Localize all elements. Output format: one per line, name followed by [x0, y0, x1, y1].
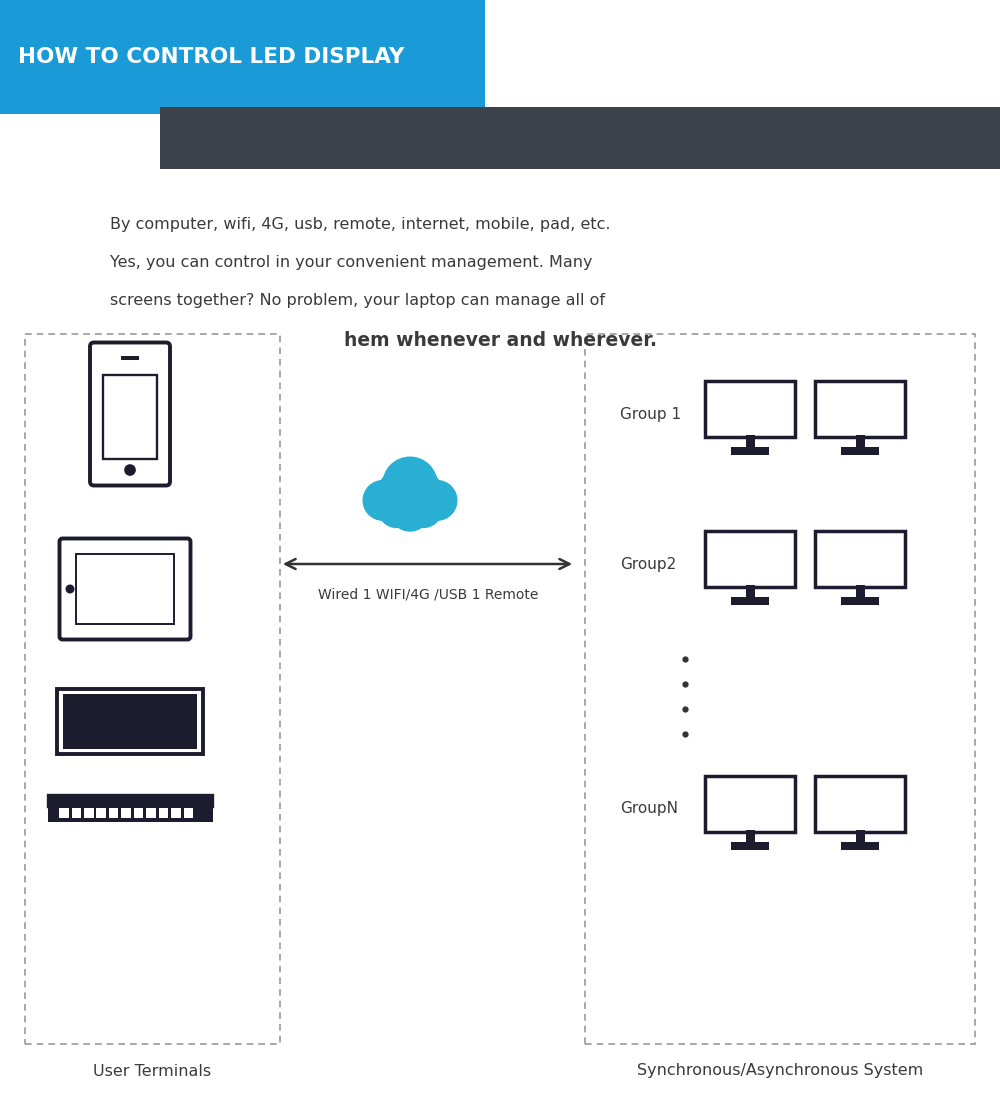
Bar — [0, 0, 485, 114]
Bar — [160, 107, 1000, 169]
Bar — [48, 807, 212, 821]
Bar — [72, 815, 81, 819]
Bar — [72, 809, 81, 812]
Bar — [63, 693, 197, 750]
Text: Wired 1 WIFI/4G /USB 1 Remote: Wired 1 WIFI/4G /USB 1 Remote — [318, 587, 538, 601]
Bar — [96, 812, 106, 815]
Bar — [731, 447, 769, 455]
Bar — [96, 809, 106, 812]
Text: Group 1: Group 1 — [620, 407, 681, 422]
Bar — [103, 375, 157, 458]
Text: By computer, wifi, 4G, usb, remote, internet, mobile, pad, etc.: By computer, wifi, 4G, usb, remote, inte… — [110, 217, 610, 232]
Text: User Terminals: User Terminals — [93, 1064, 211, 1078]
Bar — [184, 815, 193, 819]
Bar — [72, 812, 81, 815]
Circle shape — [125, 465, 135, 475]
Circle shape — [417, 480, 457, 520]
Bar — [705, 776, 795, 832]
Bar — [146, 815, 156, 819]
Bar — [76, 554, 174, 624]
Circle shape — [406, 491, 441, 528]
Bar — [184, 809, 193, 812]
Text: HOW TO CONTROL LED DISPLAY: HOW TO CONTROL LED DISPLAY — [18, 47, 404, 67]
Bar — [705, 531, 795, 587]
Bar — [121, 356, 139, 360]
Circle shape — [396, 469, 442, 517]
Bar — [731, 597, 769, 606]
Bar — [856, 435, 864, 447]
Bar — [369, 493, 451, 513]
Bar — [746, 831, 755, 842]
Circle shape — [363, 480, 403, 520]
Bar — [109, 812, 118, 815]
Text: Yes, you can control in your convenient management. Many: Yes, you can control in your convenient … — [110, 255, 592, 270]
Bar — [815, 531, 905, 587]
Text: Group2: Group2 — [620, 556, 676, 571]
Bar — [856, 586, 864, 597]
Text: screens together? No problem, your laptop can manage all of: screens together? No problem, your lapto… — [110, 293, 605, 308]
Bar — [57, 689, 203, 754]
Bar — [146, 809, 156, 812]
FancyBboxPatch shape — [90, 343, 170, 486]
Circle shape — [383, 457, 437, 511]
Bar — [109, 809, 118, 812]
Bar — [856, 831, 864, 842]
Bar — [59, 809, 69, 812]
Bar — [159, 812, 168, 815]
Bar — [146, 812, 156, 815]
Bar — [134, 815, 143, 819]
Bar — [841, 447, 879, 455]
Bar — [121, 809, 131, 812]
Bar — [84, 815, 94, 819]
Text: Synchronous/Asynchronous System: Synchronous/Asynchronous System — [637, 1064, 923, 1078]
Bar — [109, 815, 118, 819]
Bar — [59, 815, 69, 819]
Bar — [159, 815, 168, 819]
Text: hem whenever and wherever.: hem whenever and wherever. — [344, 331, 656, 349]
Bar — [746, 586, 755, 597]
Circle shape — [378, 491, 415, 528]
Bar — [84, 812, 94, 815]
Bar — [184, 812, 193, 815]
Circle shape — [390, 491, 430, 531]
Bar — [731, 842, 769, 850]
Bar — [815, 381, 905, 437]
Bar — [121, 812, 131, 815]
Bar — [585, 334, 975, 1044]
Bar — [171, 812, 181, 815]
Bar — [84, 809, 94, 812]
Circle shape — [378, 469, 424, 517]
Bar — [96, 815, 106, 819]
Bar — [59, 812, 69, 815]
Bar — [159, 809, 168, 812]
Bar — [121, 815, 131, 819]
Bar — [48, 796, 212, 807]
Bar — [171, 809, 181, 812]
Bar — [25, 334, 280, 1044]
Bar — [841, 842, 879, 850]
Bar — [134, 809, 143, 812]
Bar — [134, 812, 143, 815]
Bar — [746, 435, 755, 447]
Bar — [841, 597, 879, 606]
Text: GroupN: GroupN — [620, 801, 678, 817]
Circle shape — [66, 585, 74, 592]
Bar — [705, 381, 795, 437]
FancyBboxPatch shape — [60, 539, 190, 640]
Bar — [171, 815, 181, 819]
Bar — [815, 776, 905, 832]
